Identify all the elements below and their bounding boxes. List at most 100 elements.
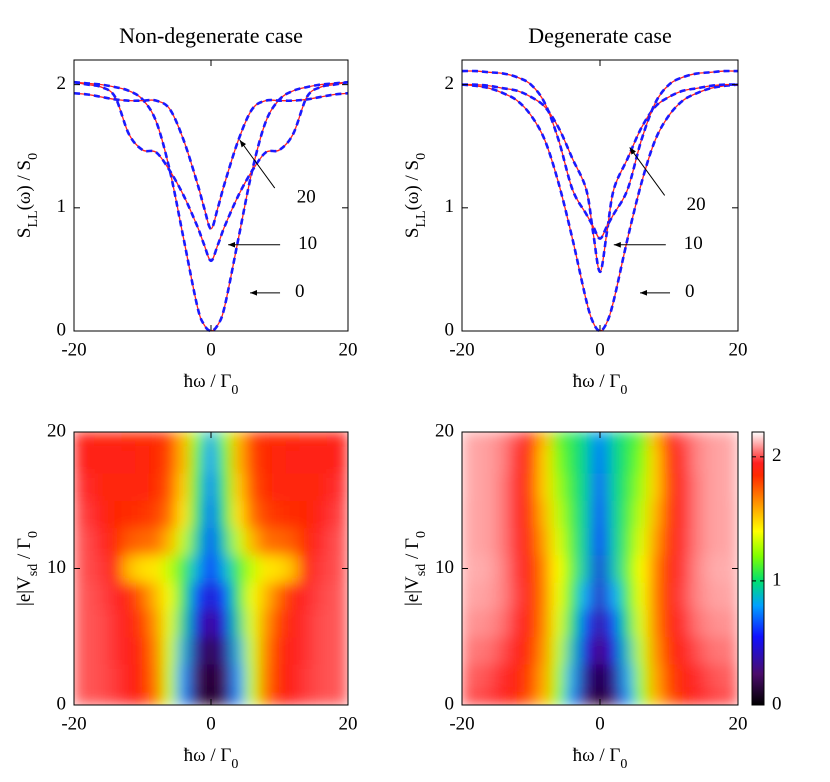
heatmap-cell: [299, 663, 315, 692]
heatmap-cell: [80, 554, 96, 583]
heatmap-cell: [675, 527, 691, 556]
x-tick-label: -20: [61, 713, 86, 734]
heatmap-cell: [80, 472, 96, 501]
heatmap-cell: [551, 636, 566, 665]
x-tick-label: 0: [595, 713, 605, 734]
annotation: 20: [297, 186, 316, 207]
heatmap-cell: [94, 499, 109, 529]
heatmap-cell: [675, 499, 691, 529]
heatmap-cell: [565, 554, 580, 583]
x-tick-label: 0: [206, 339, 216, 360]
heatmap-cell: [565, 527, 580, 556]
heatmap-cell: [135, 608, 150, 638]
heatmap-cell: [148, 472, 164, 501]
heatmap-cell: [74, 636, 82, 665]
heatmap-cell: [730, 663, 738, 692]
heatmap-cell: [189, 554, 205, 583]
heatmap-cell: [176, 581, 191, 610]
heatmap-cell: [537, 608, 553, 638]
heatmap-cell: [326, 663, 342, 692]
heatmap-cell: [272, 663, 287, 692]
heatmap-cell: [647, 581, 663, 610]
heatmap-cell: [661, 608, 677, 638]
heatmap-cell: [634, 445, 649, 474]
heatmap-cell: [661, 499, 677, 529]
heatmap-cell: [468, 581, 484, 610]
heatmap-cell: [258, 527, 274, 556]
heatmap-cell: [148, 445, 164, 474]
heatmap-cell: [148, 663, 164, 692]
axis-label-part: 0: [620, 383, 627, 398]
heatmap-cell: [94, 432, 109, 447]
heatmap-cell: [80, 432, 96, 447]
heatmap-cell: [661, 527, 677, 556]
heatmap-cell: [496, 499, 511, 529]
y-tick-label: 20: [47, 420, 66, 441]
y-tick-label: 0: [57, 693, 67, 714]
heatmap-cell: [189, 527, 205, 556]
heatmap-cell: [135, 690, 150, 705]
heatmap-cell: [326, 636, 342, 665]
heatmap-cell: [716, 608, 732, 638]
heatmap-cell: [313, 499, 328, 529]
heatmap-cell: [565, 663, 580, 692]
heatmap-cell: [203, 527, 219, 556]
heatmap-cell: [509, 445, 525, 474]
heatmap-cell: [523, 499, 539, 529]
heatmap-cell: [217, 690, 233, 705]
heatmap-cell: [703, 472, 718, 501]
heatmap-cell: [217, 432, 233, 447]
heatmap-cell: [634, 690, 649, 705]
heatmap-cell: [121, 663, 137, 692]
axis-label: ħω / Γ0: [573, 745, 628, 771]
heatmap-cell: [107, 527, 123, 556]
heatmap-cell: [606, 608, 622, 638]
heatmap-cell: [606, 636, 622, 665]
heatmap-cell: [217, 527, 233, 556]
heatmap-cell: [285, 499, 301, 529]
heatmap-cell: [689, 608, 704, 638]
heatmap-cell: [326, 499, 342, 529]
heatmap-cell: [551, 499, 566, 529]
heatmap-cell: [523, 527, 539, 556]
heatmap-cell: [272, 527, 287, 556]
heatmap-cell: [675, 554, 691, 583]
heatmap-cell: [272, 608, 287, 638]
heatmap-cell: [592, 581, 608, 610]
heatmap-cell: [482, 445, 497, 474]
heatmap-cell: [620, 690, 635, 705]
heatmap-cell: [578, 554, 594, 583]
heatmap-cell: [468, 445, 484, 474]
heatmap-cell: [313, 581, 328, 610]
heatmap-cell: [523, 432, 539, 447]
heatmap-cell: [244, 527, 260, 556]
heatmap-cell: [80, 636, 96, 665]
heatmap-cell: [703, 608, 718, 638]
heatmap-cell: [565, 445, 580, 474]
axis-label-part: LL: [414, 210, 429, 227]
heatmap-cell: [468, 472, 484, 501]
heatmap-cell: [703, 445, 718, 474]
heatmap-cell: [162, 432, 178, 447]
heatmap-cell: [647, 690, 663, 705]
axis-label-part: ħω / Γ: [184, 745, 232, 766]
heatmap-cell: [606, 445, 622, 474]
y-tick-label: 10: [47, 557, 66, 578]
heatmap-cell: [231, 472, 246, 501]
heatmap-cell: [578, 472, 594, 501]
heatmap-cell: [244, 636, 260, 665]
heatmap-cell: [121, 690, 137, 705]
heatmap-cell: [135, 554, 150, 583]
heatmap-cell: [462, 499, 470, 529]
heatmap-cell: [299, 432, 315, 447]
heatmap-cell: [468, 690, 484, 705]
y-tick-label: 0: [445, 693, 455, 714]
heatmap-cell: [244, 690, 260, 705]
heatmap-cell: [606, 663, 622, 692]
axis-label-part: |e|V: [14, 576, 35, 606]
heatmap-cell: [509, 472, 525, 501]
y-tick-label: 0: [445, 319, 455, 340]
heatmap-cell: [551, 527, 566, 556]
heatmap-cell: [509, 663, 525, 692]
colorbar-tick-label: 0: [772, 693, 782, 714]
